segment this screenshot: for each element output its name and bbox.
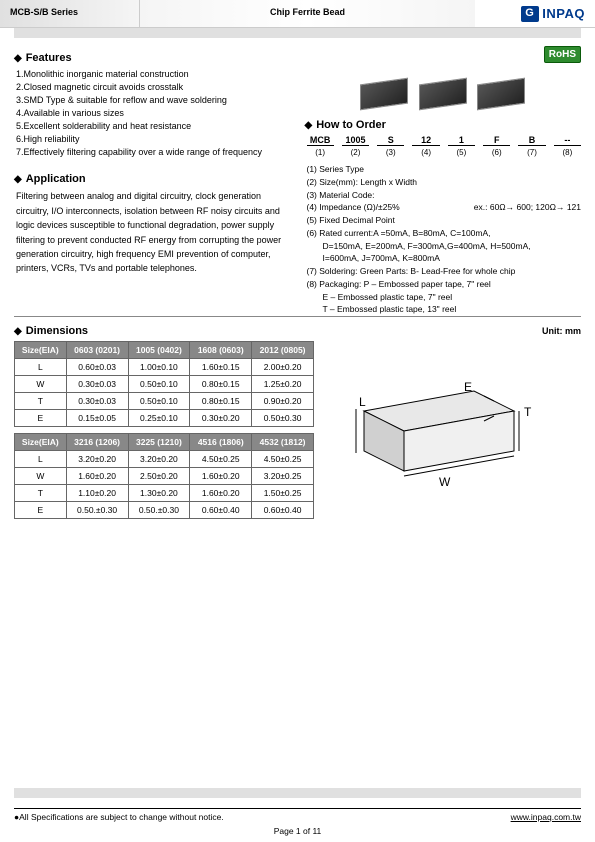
order-num: (6) xyxy=(483,148,510,157)
order-code: 1005 xyxy=(342,135,369,146)
order-def-cont: I=600mA, J=700mA, K=800mA xyxy=(323,252,582,265)
order-code: F xyxy=(483,135,510,146)
order-num: (5) xyxy=(448,148,475,157)
right-column: RoHS ◆How to Order MCB 1005 S 12 1 F B -… xyxy=(305,46,582,316)
feature-item: 1.Monolithic inorganic material construc… xyxy=(16,68,291,81)
left-column: ◆Features 1.Monolithic inorganic materia… xyxy=(14,46,291,316)
dimensions-heading: ◆Dimensions xyxy=(14,325,88,337)
footer-note: ●All Specifications are subject to chang… xyxy=(14,812,224,822)
order-code: -- xyxy=(554,135,581,146)
chip-icon xyxy=(360,78,408,111)
order-code: MCB xyxy=(307,135,334,146)
order-code: 1 xyxy=(448,135,475,146)
order-def: (8) Packaging: P – Embossed paper tape, … xyxy=(307,278,582,291)
order-num-row: (1) (2) (3) (4) (5) (6) (7) (8) xyxy=(307,148,582,157)
features-heading: ◆Features xyxy=(14,52,291,64)
brand-logo: INPAQ xyxy=(521,6,585,22)
order-def: (4) Impedance (Ω)/±25% xyxy=(307,201,400,214)
feature-item: 5.Excellent solderability and heat resis… xyxy=(16,120,291,133)
dimension-table-1: Size(EIA) 0603 (0201) 1005 (0402) 1608 (… xyxy=(14,341,314,427)
feature-item: 3.SMD Type & suitable for reflow and wav… xyxy=(16,94,291,107)
footer: ●All Specifications are subject to chang… xyxy=(14,808,581,822)
chip-images xyxy=(305,81,582,109)
order-def-cont: T – Embossed plastic tape, 13" reel xyxy=(323,303,582,316)
chip-icon xyxy=(477,78,525,111)
svg-text:L: L xyxy=(359,395,366,409)
table-header: 1005 (0402) xyxy=(128,342,190,359)
order-def: (2) Size(mm): Length x Width xyxy=(307,176,582,189)
table-header: Size(EIA) xyxy=(15,434,67,451)
order-def: (5) Fixed Decimal Point xyxy=(307,214,582,227)
order-num: (4) xyxy=(412,148,439,157)
table-header: 2012 (0805) xyxy=(252,342,314,359)
brand-text: INPAQ xyxy=(542,6,585,21)
logo-icon xyxy=(521,6,539,22)
rohs-badge: RoHS xyxy=(544,46,581,63)
feature-item: 4.Available in various sizes xyxy=(16,107,291,120)
divider-strip xyxy=(14,28,581,38)
order-num: (8) xyxy=(554,148,581,157)
table-header: 3216 (1206) xyxy=(66,434,128,451)
series-label: MCB-S/B Series xyxy=(0,0,140,27)
order-def: (1) Series Type xyxy=(307,163,582,176)
dimensions-unit: Unit: mm xyxy=(542,326,581,336)
order-def: (3) Material Code: xyxy=(307,189,582,202)
dimension-diagram: L E T W xyxy=(334,341,581,493)
product-label: Chip Ferrite Bead xyxy=(140,0,475,27)
application-text: Filtering between analog and digital cir… xyxy=(16,189,291,275)
table-header: 3225 (1210) xyxy=(128,434,190,451)
order-example: ex.: 60Ω→ 600; 120Ω→ 121 xyxy=(474,201,581,214)
chip-icon xyxy=(419,78,467,111)
order-num: (2) xyxy=(342,148,369,157)
order-code: B xyxy=(518,135,545,146)
feature-item: 7.Effectively filtering capability over … xyxy=(16,146,291,159)
table-header: 1608 (0603) xyxy=(190,342,252,359)
table-header: 0603 (0201) xyxy=(66,342,128,359)
order-definitions: (1) Series Type (2) Size(mm): Length x W… xyxy=(307,163,582,316)
order-num: (3) xyxy=(377,148,404,157)
svg-text:T: T xyxy=(524,405,532,419)
brand-area: INPAQ xyxy=(475,0,595,27)
table-header: Size(EIA) xyxy=(15,342,67,359)
svg-text:E: E xyxy=(464,380,472,394)
table-header: 4532 (1812) xyxy=(252,434,314,451)
table-header: 4516 (1806) xyxy=(190,434,252,451)
order-num: (7) xyxy=(518,148,545,157)
order-code-row: MCB 1005 S 12 1 F B -- xyxy=(307,135,582,146)
order-code: 12 xyxy=(412,135,439,146)
order-def-cont: D=150mA, E=200mA, F=300mA,G=400mA, H=500… xyxy=(323,240,582,253)
feature-item: 2.Closed magnetic circuit avoids crossta… xyxy=(16,81,291,94)
features-list: 1.Monolithic inorganic material construc… xyxy=(16,68,291,159)
howto-heading: ◆How to Order xyxy=(305,119,582,131)
order-def: (7) Soldering: Green Parts: B- Lead-Free… xyxy=(307,265,582,278)
footer-url: www.inpaq.com.tw xyxy=(511,812,581,822)
order-code: S xyxy=(377,135,404,146)
page-number: Page 1 of 11 xyxy=(0,826,595,836)
order-def-cont: E – Embossed plastic tape, 7" reel xyxy=(323,291,582,304)
dimensions-section: ◆Dimensions Unit: mm Size(EIA) 0603 (020… xyxy=(0,316,595,525)
application-heading: ◆Application xyxy=(14,173,291,185)
order-num: (1) xyxy=(307,148,334,157)
dimension-tables: Size(EIA) 0603 (0201) 1005 (0402) 1608 (… xyxy=(14,341,314,525)
header-bar: MCB-S/B Series Chip Ferrite Bead INPAQ xyxy=(0,0,595,28)
order-def: (6) Rated current:A =50mA, B=80mA, C=100… xyxy=(307,227,582,240)
svg-text:W: W xyxy=(439,475,451,489)
dimension-table-2: Size(EIA) 3216 (1206) 3225 (1210) 4516 (… xyxy=(14,433,314,519)
footer-strip xyxy=(14,788,581,798)
feature-item: 6.High reliability xyxy=(16,133,291,146)
